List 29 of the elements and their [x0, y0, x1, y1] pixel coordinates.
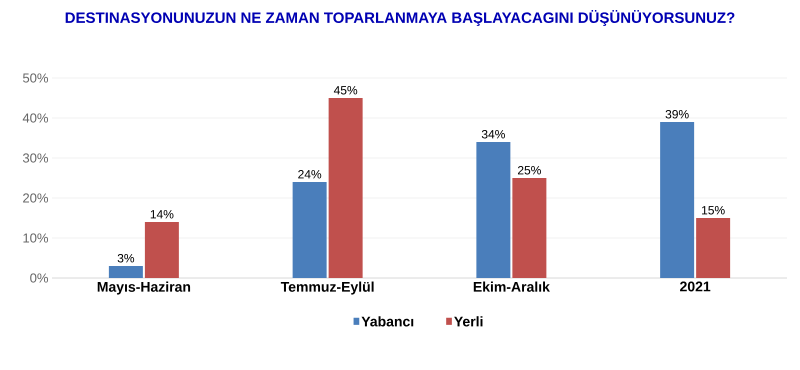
- y-tick-label: 20%: [23, 193, 48, 203]
- bar: [144, 222, 179, 278]
- bar: [328, 98, 363, 278]
- bar: [696, 218, 730, 278]
- bar: [512, 178, 546, 278]
- y-tick-label: 40%: [22, 113, 48, 123]
- y-tick-label: 0%: [30, 273, 48, 283]
- data-label: 25%: [518, 166, 541, 174]
- chart-title: DESTINASYONUNUZUN NE ZAMAN TOPARLANMAYA BAŞLAYACAGINI DÜŞÜNÜYORSUNUZ?: [66, 10, 734, 26]
- y-tick-label: 10%: [23, 233, 48, 243]
- data-label: 15%: [702, 206, 725, 214]
- bar: [476, 142, 510, 278]
- data-label: 34%: [482, 130, 505, 138]
- y-tick-label: 30%: [22, 153, 48, 163]
- x-tick-label: Temmuz-Eylül: [280, 282, 374, 295]
- data-label: 14%: [150, 210, 174, 218]
- x-tick-label: Ekim-Aralık: [474, 282, 550, 292]
- x-tick-label: Mayıs-Haziran: [98, 282, 190, 295]
- bar: [108, 266, 143, 278]
- bar: [660, 122, 694, 278]
- bar: [292, 182, 327, 278]
- data-label: 45%: [334, 86, 358, 94]
- legend-label: Yerli: [454, 316, 482, 326]
- legend-label: Yabancı: [361, 316, 414, 326]
- data-label: 3%: [118, 254, 134, 262]
- data-label: 24%: [298, 170, 322, 178]
- x-tick-label: 2021: [680, 282, 710, 292]
- y-tick-label: 50%: [22, 73, 48, 83]
- data-label: 39%: [666, 110, 689, 118]
